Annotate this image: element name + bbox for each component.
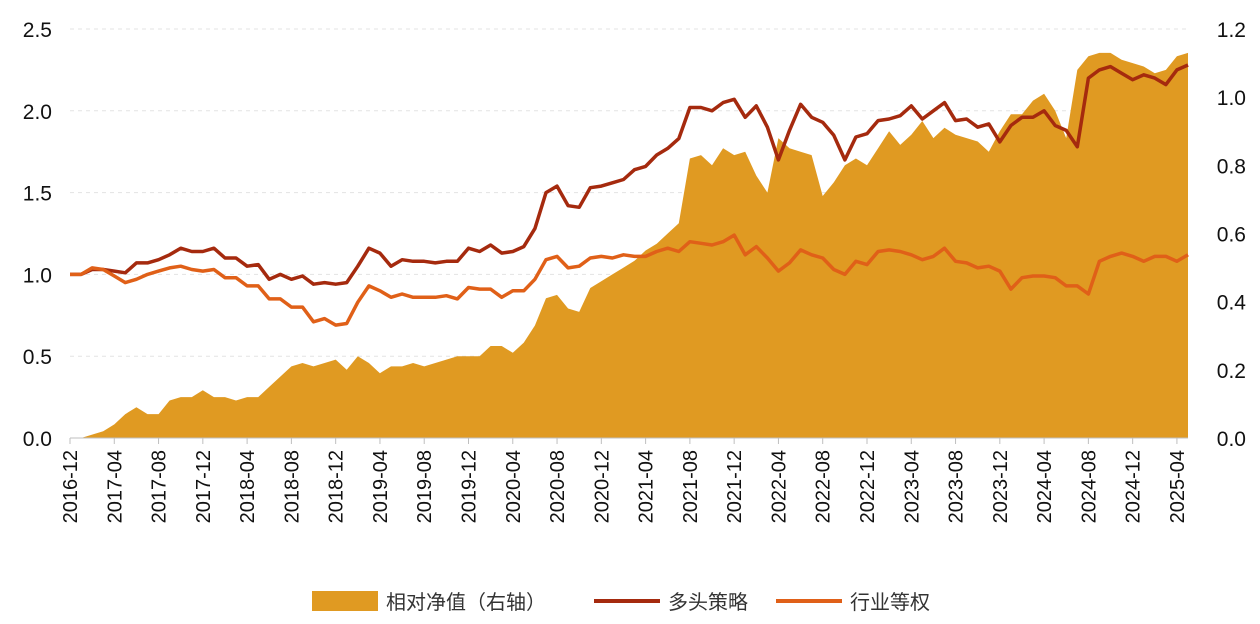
- x-tick-label: 2022-04: [768, 450, 790, 523]
- legend: 相对净值（右轴） 多头策略 行业等权: [312, 590, 930, 614]
- x-tick-label: 2020-08: [547, 450, 569, 523]
- series-line-industry-equal-weight: [70, 233, 1189, 327]
- legend-label: 多头策略: [668, 590, 748, 614]
- x-tick-label: 2024-04: [1034, 450, 1056, 523]
- right-tick-label: 0.0: [1217, 428, 1246, 451]
- legend-label: 相对净值（右轴）: [386, 590, 546, 614]
- x-tick-label: 2023-08: [946, 450, 968, 523]
- x-tick-label: 2021-12: [724, 450, 746, 523]
- x-tick-label: 2017-08: [149, 450, 171, 523]
- x-tick-label: 2025-04: [1167, 450, 1189, 523]
- x-tick-label: 2017-04: [104, 450, 126, 523]
- right-tick-label: 0.8: [1217, 155, 1246, 178]
- left-tick-label: 2.0: [23, 101, 52, 124]
- left-y-axis: 0.0 0.5 1.0 1.5 2.0 2.5: [23, 19, 52, 451]
- x-tick-label: 2021-04: [636, 450, 658, 523]
- x-tick-label: 2016-12: [60, 450, 82, 523]
- area-layer: [70, 52, 1188, 439]
- x-tick-label: 2018-08: [281, 450, 303, 523]
- legend-label: 行业等权: [850, 590, 930, 614]
- left-tick-label: 1.0: [23, 264, 52, 287]
- series-area-relative-nav: [70, 52, 1188, 439]
- left-tick-label: 1.5: [23, 183, 52, 206]
- x-tick-label: 2023-12: [990, 450, 1012, 523]
- x-tick-label: 2023-04: [901, 450, 923, 523]
- x-tick-label: 2019-04: [370, 450, 392, 523]
- x-tick-label: 2024-08: [1078, 450, 1100, 523]
- right-tick-label: 0.4: [1217, 292, 1247, 315]
- x-tick-label: 2018-04: [237, 450, 259, 523]
- line-layer: [70, 63, 1189, 327]
- right-tick-label: 1.0: [1217, 87, 1246, 110]
- x-tick-label: 2020-04: [503, 450, 525, 523]
- x-tick-label: 2021-08: [680, 450, 702, 523]
- x-tick-label: 2024-12: [1123, 450, 1145, 523]
- legend-swatch-area: [312, 591, 378, 611]
- right-tick-label: 1.2: [1217, 19, 1246, 42]
- right-tick-label: 0.6: [1217, 224, 1246, 247]
- left-tick-label: 2.5: [23, 19, 52, 42]
- x-tick-label: 2019-08: [414, 450, 436, 523]
- left-tick-label: 0.0: [23, 428, 52, 451]
- left-tick-label: 0.5: [23, 346, 52, 369]
- x-tick-label: 2022-12: [857, 450, 879, 523]
- x-tick-label: 2018-12: [326, 450, 348, 523]
- series-line-long-strategy: [70, 63, 1189, 286]
- x-tick-label: 2022-08: [813, 450, 835, 523]
- x-tick-label: 2017-12: [193, 450, 215, 523]
- x-tick-label: 2019-12: [459, 450, 481, 523]
- x-tick-label: 2020-12: [591, 450, 613, 523]
- right-tick-label: 0.2: [1217, 360, 1246, 383]
- right-y-axis: 0.0 0.2 0.4 0.6 0.8 1.0 1.2: [1217, 19, 1247, 451]
- x-axis: 2016-12 2017-04 2017-08 2017-12 2018-04 2018-…: [60, 437, 1189, 523]
